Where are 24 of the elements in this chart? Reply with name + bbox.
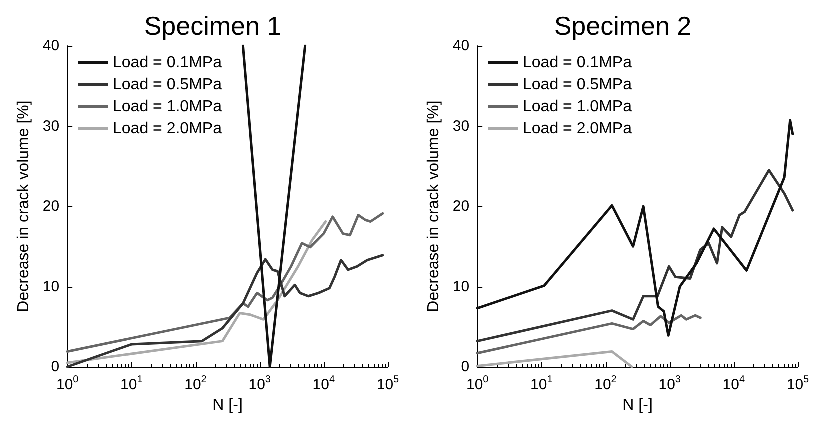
y-tick-label: 30 <box>42 118 60 135</box>
y-tick-label: 0 <box>51 358 60 376</box>
y-tick-label: 30 <box>452 118 470 135</box>
y-tick-label: 40 <box>42 38 60 54</box>
y-tick-label: 20 <box>42 198 60 215</box>
y-tick-label: 0 <box>461 358 470 376</box>
y-tick-label: 20 <box>452 198 470 215</box>
x-axis-title: N [-] <box>212 396 243 414</box>
legend-label: Load = 0.5MPa <box>523 76 632 94</box>
y-tick-label: 10 <box>452 278 470 296</box>
y-axis-title: Decrease in crack volume [%] <box>426 100 442 312</box>
legend-label: Load = 2.0MPa <box>113 120 222 138</box>
legend-label: Load = 0.5MPa <box>113 76 222 94</box>
legend-label: Load = 0.1MPa <box>523 54 632 72</box>
chart-title: Specimen 1 <box>144 11 282 41</box>
legend-label: Load = 1.0MPa <box>113 98 222 116</box>
x-axis-title: N [-] <box>622 396 653 414</box>
y-tick-label: 40 <box>452 38 470 54</box>
legend-label: Load = 1.0MPa <box>523 98 632 116</box>
y-tick-label: 10 <box>42 278 60 296</box>
chart-title: Specimen 2 <box>554 11 692 41</box>
legend-label: Load = 2.0MPa <box>523 120 632 138</box>
y-axis-title: Decrease in crack volume [%] <box>16 100 32 312</box>
legend-label: Load = 0.1MPa <box>113 54 222 72</box>
